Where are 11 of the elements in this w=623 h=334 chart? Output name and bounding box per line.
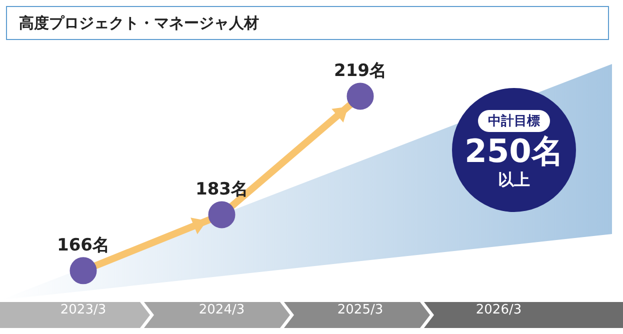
x-tick-label: 2025/3 (337, 302, 384, 318)
x-tick-label: 2023/3 (60, 302, 106, 318)
x-tick-label: 2024/3 (198, 302, 245, 318)
annotation: 以上 (498, 170, 530, 190)
data-label: 166名 (57, 236, 110, 256)
x-tick-label: 2026/3 (476, 302, 522, 318)
data-label: 183名 (196, 180, 248, 200)
annotation: 250名 (464, 132, 564, 170)
data-label: 219名 (334, 61, 386, 82)
annotation: 中計目標 (478, 110, 550, 132)
chart-title: 高度プロジェクト・マネージャ人材 (6, 6, 609, 40)
